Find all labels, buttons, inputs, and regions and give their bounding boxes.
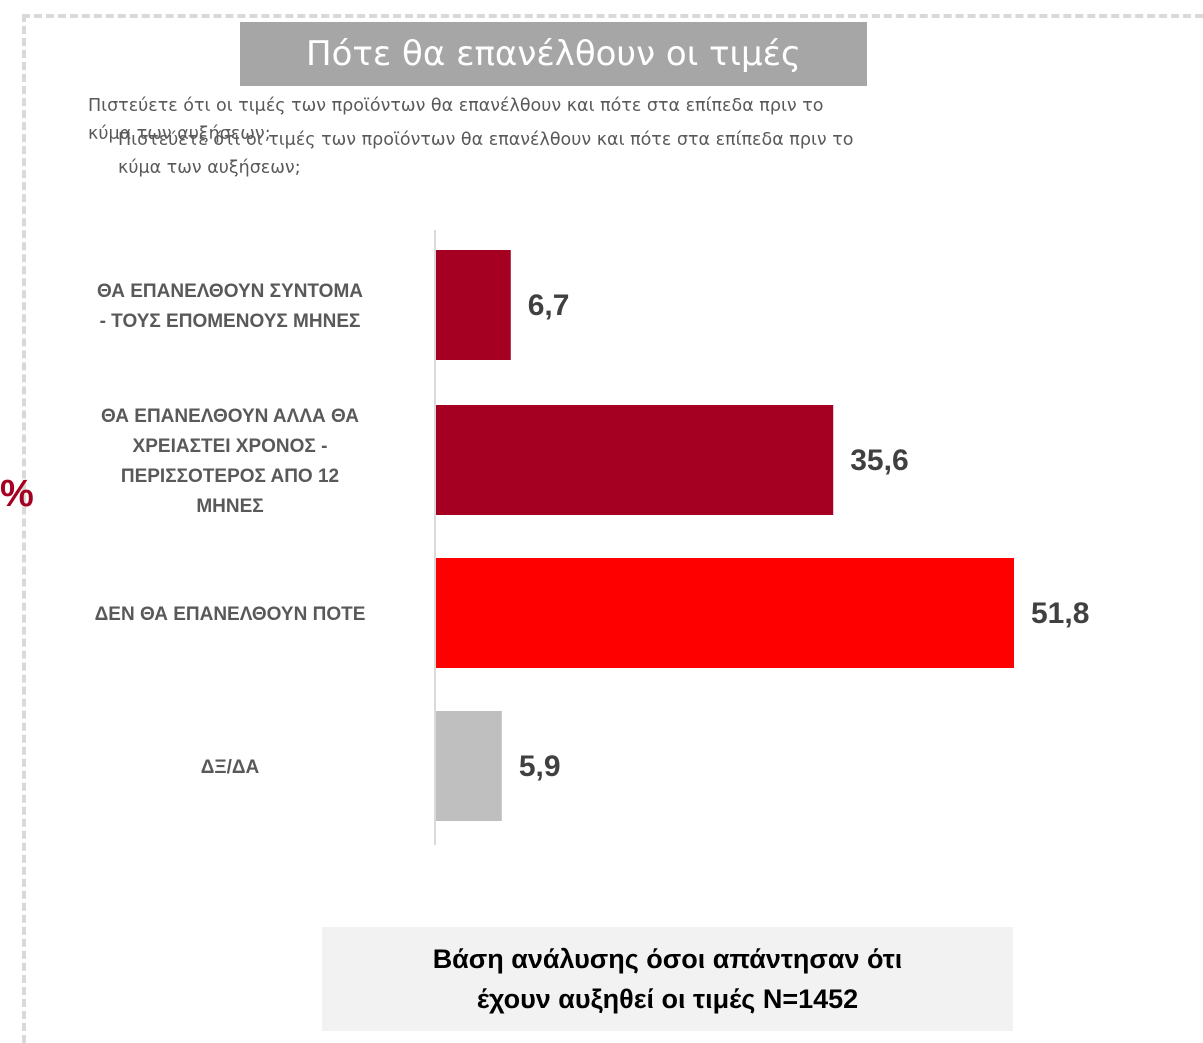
category-label-0-line-1: - ΤΟΥΣ ΕΠΟΜΕΝΟΥΣ ΜΗΝΕΣ bbox=[100, 311, 361, 332]
subtitle-line-2: κύμα των αυξήσεων; bbox=[88, 124, 271, 144]
dashed-frame-top bbox=[22, 14, 1203, 18]
subtitle-question: Πιστεύετε ότι οι τιμές των προϊόντων θα … bbox=[88, 92, 1068, 148]
bar-2 bbox=[436, 558, 1014, 668]
subtitle-line-1: Πιστεύετε ότι οι τιμές των προϊόντων θα … bbox=[88, 96, 824, 116]
category-label-0-line-0: ΘΑ ΕΠΑΝΕΛΘΟΥΝ ΣΥΝΤΟΜΑ bbox=[97, 281, 363, 302]
category-label-2-line-0: ΔΕΝ ΘΑ ΕΠΑΝΕΛΘΟΥΝ ΠΟΤΕ bbox=[95, 604, 366, 625]
bar-0 bbox=[436, 250, 511, 360]
cropped-percent-sign: % bbox=[0, 473, 34, 515]
value-label-3: 5,9 bbox=[519, 750, 561, 783]
value-label-2: 51,8 bbox=[1031, 597, 1089, 630]
category-label-3-line-0: ΔΞ/ΔΑ bbox=[201, 757, 260, 778]
sample-base-note: Βάση ανάλυσης όσοι απάντησαν ότι έχουν α… bbox=[322, 927, 1013, 1031]
subtitle-dup-line-2: κύμα των αυξήσεων; bbox=[118, 158, 301, 178]
subtitle-question-duplicate: Πιστεύετε ότι οι τιμές των προϊόντων θα … bbox=[118, 126, 1098, 182]
category-label-1-line-3: ΜΗΝΕΣ bbox=[196, 496, 263, 517]
note-line-1: Βάση ανάλυσης όσοι απάντησαν ότι bbox=[432, 944, 903, 974]
subtitle-dup-line-1: Πιστεύετε ότι οι τιμές των προϊόντων θα … bbox=[118, 130, 854, 150]
category-label-1-line-2: ΠΕΡΙΣΣΟΤΕΡΟΣ ΑΠΟ 12 bbox=[121, 466, 339, 487]
dashed-frame-left bbox=[22, 14, 26, 1043]
value-label-0: 6,7 bbox=[528, 289, 570, 322]
value-label-1: 35,6 bbox=[850, 444, 908, 477]
category-label-1-line-1: ΧΡΕΙΑΣΤΕΙ ΧΡΟΝΟΣ - bbox=[133, 436, 328, 457]
bar-3 bbox=[436, 711, 502, 821]
bar-1 bbox=[436, 405, 834, 515]
note-line-2: έχουν αυξηθεί οι τιμές Ν=1452 bbox=[476, 984, 859, 1014]
chart-title: Πότε θα επανέλθουν οι τιμές bbox=[240, 22, 867, 86]
category-label-1-line-0: ΘΑ ΕΠΑΝΕΛΘΟΥΝ ΑΛΛΑ ΘΑ bbox=[101, 406, 359, 427]
